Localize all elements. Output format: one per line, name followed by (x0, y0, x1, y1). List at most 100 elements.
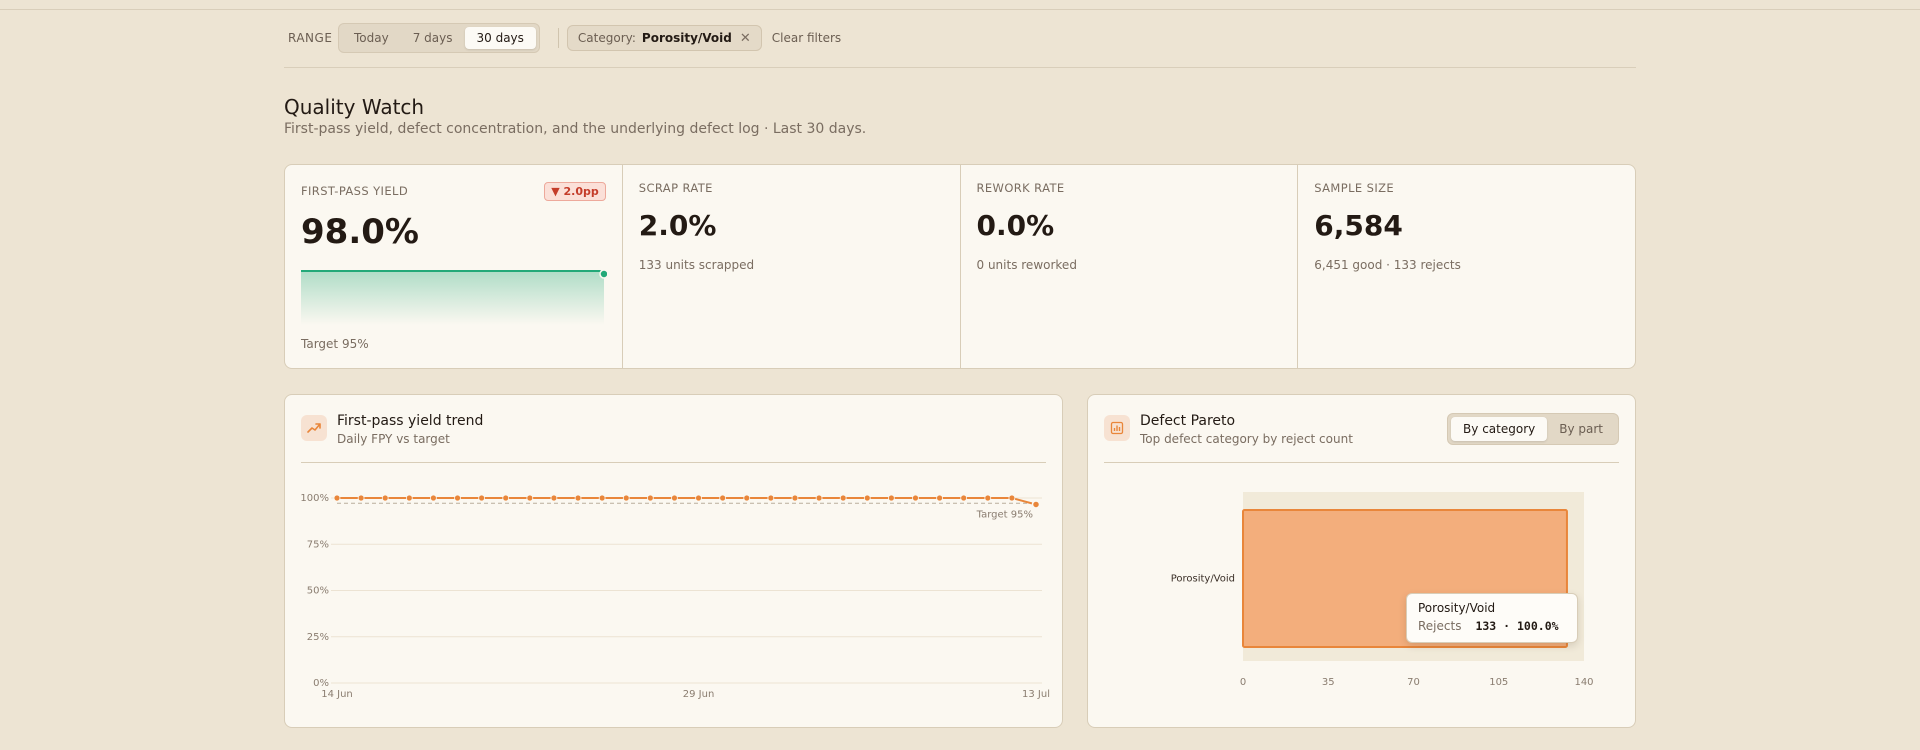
fpy-point (622, 494, 630, 502)
fpy-point (381, 494, 389, 502)
range-segmented-control: Today 7 days 30 days (338, 23, 540, 53)
kpi-value: 6,584 (1314, 209, 1403, 242)
kpi-strip: FIRST-PASS YIELD 98.0% ▼ 2.0pp Target 95… (284, 164, 1636, 369)
kpi-rework-rate: REWORK RATE 0.0% 0 units reworked (961, 165, 1299, 368)
x-tick-label: 35 (1322, 677, 1335, 688)
fpy-point (454, 494, 461, 502)
fpy-point (791, 494, 799, 502)
card-divider (301, 462, 1046, 463)
page-subtitle: First-pass yield, defect concentration, … (284, 121, 867, 137)
trending-up-icon (301, 415, 327, 441)
fpy-point (719, 494, 727, 502)
card-divider (1104, 462, 1619, 463)
delta-badge: ▼ 2.0pp (544, 182, 606, 201)
kpi-sub: 133 units scrapped (638, 258, 755, 272)
kpi-label: REWORK RATE (976, 181, 1065, 195)
filter-rule (284, 67, 1636, 68)
fpy-point (430, 494, 437, 502)
x-tick-label: 14 Jun (321, 689, 353, 700)
target-label: Target 95% (976, 509, 1033, 520)
defect-pareto-card: Defect Pareto Top defect category by rej… (1087, 394, 1636, 728)
page-title: Quality Watch (284, 95, 425, 119)
fpy-point (960, 494, 968, 502)
kpi-first-pass-yield: FIRST-PASS YIELD 98.0% ▼ 2.0pp Target 95… (285, 165, 623, 368)
fpy-point (598, 494, 606, 502)
fpy-point (646, 494, 654, 502)
kpi-sub: 0 units reworked (976, 258, 1077, 272)
fpy-point (887, 494, 895, 502)
remove-filter-icon[interactable]: ✕ (739, 30, 751, 46)
fpy-trend-chart: 100% 75% 50% 25% 0% Target 95% 14 Jun 29 Jun 13 … (300, 493, 1050, 700)
fpy-sparkline (301, 269, 607, 325)
fpy-point (526, 494, 534, 502)
y-tick-label: 75% (307, 539, 329, 550)
kpi-sample-size: SAMPLE SIZE 6,584 6,451 good · 133 rejec… (1298, 165, 1635, 368)
x-tick-label: 105 (1489, 677, 1508, 688)
bar-chart-icon (1104, 415, 1130, 441)
x-tick-label: 29 Jun (683, 689, 715, 700)
kpi-value: 98.0% (301, 212, 419, 252)
kpi-label: SAMPLE SIZE (1314, 181, 1395, 195)
x-tick-label: 0 (1240, 677, 1246, 688)
filter-bar: RANGE Today 7 days 30 days Category: Por… (284, 23, 1636, 53)
by-part-button[interactable]: By part (1559, 422, 1603, 436)
sparkline-endpoint (599, 269, 607, 279)
fpy-point (695, 494, 702, 502)
fpy-point (502, 494, 510, 502)
card-title: Defect Pareto (1140, 413, 1236, 429)
kpi-value: 0.0% (976, 209, 1055, 242)
range-30days-button[interactable]: 30 days (464, 27, 536, 49)
y-tick-label: 100% (300, 493, 329, 504)
fpy-point (839, 494, 847, 502)
fpy-point (863, 494, 871, 502)
filter-divider (557, 28, 559, 48)
fpy-point (574, 494, 582, 502)
fpy-point (984, 494, 992, 502)
tooltip-key: Rejects (1418, 619, 1462, 633)
tooltip-value: 133 · 100.0% (1475, 619, 1559, 633)
fpy-point (405, 494, 413, 502)
fpy-point (671, 494, 678, 502)
card-title: First-pass yield trend (337, 413, 484, 429)
x-tick-label: 140 (1574, 677, 1593, 688)
category-filter-chip[interactable]: Category: Porosity/Void ✕ (566, 25, 762, 51)
y-tick-label: 50% (307, 586, 329, 597)
fpy-point (1008, 494, 1016, 502)
target-note: Target 95% (301, 337, 369, 351)
fpy-point (1031, 500, 1041, 509)
fpy-point (743, 494, 751, 502)
defect-pareto-chart: 0 35 70 105 140 Porosity/Void (1171, 492, 1594, 688)
sparkline-area (301, 271, 604, 325)
by-category-button[interactable]: By category (1451, 417, 1548, 441)
fpy-point (912, 494, 919, 502)
x-tick-label: 13 Jul (1022, 689, 1050, 700)
fpy-point (936, 494, 943, 502)
y-tick-label: 25% (307, 632, 329, 643)
top-divider (0, 9, 1920, 10)
y-tick-label: 0% (313, 678, 329, 689)
chip-value: Porosity/Void (641, 31, 732, 45)
fpy-point (767, 494, 775, 502)
fpy-point (478, 494, 486, 502)
bar-tooltip: Porosity/Void Rejects 133 · 100.0% (1406, 593, 1578, 643)
x-tick-label: 70 (1407, 677, 1420, 688)
chip-key: Category: (577, 31, 636, 45)
pareto-toggle: By category By part (1447, 413, 1619, 445)
card-subtitle: Daily FPY vs target (337, 432, 450, 446)
tooltip-title: Porosity/Void (1418, 601, 1496, 615)
clear-filters-link[interactable]: Clear filters (771, 31, 842, 45)
kpi-sub: 6,451 good · 133 rejects (1314, 258, 1461, 272)
fpy-point (357, 494, 365, 502)
fpy-point (550, 494, 558, 502)
fpy-point (815, 494, 823, 502)
card-subtitle: Top defect category by reject count (1140, 432, 1353, 446)
range-7days-button[interactable]: 7 days (412, 31, 453, 45)
fpy-series-line (337, 497, 1037, 506)
fpy-trend-card: First-pass yield trend Daily FPY vs targ… (284, 394, 1063, 728)
kpi-scrap-rate: SCRAP RATE 2.0% 133 units scrapped (623, 165, 961, 368)
category-label: Porosity/Void (1171, 574, 1235, 585)
kpi-value: 2.0% (638, 209, 717, 242)
kpi-label: SCRAP RATE (638, 181, 713, 195)
range-today-button[interactable]: Today (354, 31, 389, 45)
kpi-label: FIRST-PASS YIELD (301, 184, 409, 198)
